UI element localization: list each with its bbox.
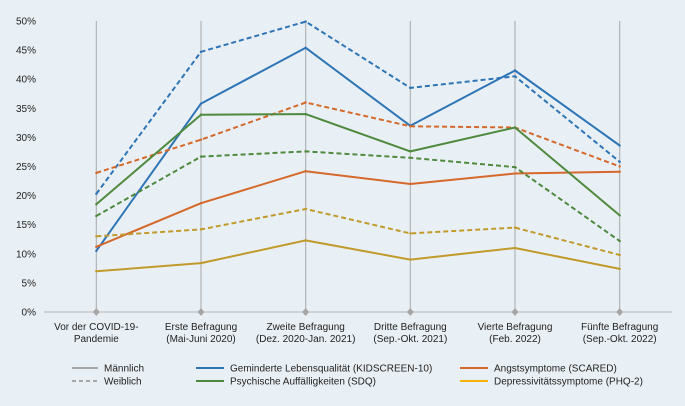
- legend-male-label: Männlich: [104, 364, 144, 375]
- data-point-kidscreen-female: [199, 50, 203, 54]
- data-point-scared-female: [409, 125, 412, 128]
- y-tick-label: 50%: [16, 17, 36, 28]
- data-point-phq-male: [409, 258, 412, 261]
- data-point-kidscreen-male: [513, 69, 517, 72]
- category-marker: [406, 308, 414, 316]
- series-line-phq-male: [96, 239, 620, 273]
- data-point-sdq-female: [304, 150, 307, 153]
- series-line-kidscreen-female: [95, 20, 621, 195]
- data-point-scared-female: [304, 101, 307, 104]
- data-point-scared-male: [95, 245, 98, 249]
- series-line-scared-male: [95, 170, 620, 248]
- legend-measure-label: Angstsymptome (SCARED): [494, 364, 617, 375]
- data-point-scared-male: [304, 169, 307, 173]
- series-line-kidscreen-male: [95, 46, 621, 252]
- x-tick-label: Zweite Befragung (Dez. 2020-Jan. 2021): [256, 322, 356, 345]
- y-tick-label: 5%: [22, 278, 37, 289]
- legend-measure-label: Geminderte Lebensqualität (KIDSCREEN-10): [230, 364, 432, 375]
- x-axis: Vor der COVID-19-Pandemie Erste Befragung…: [54, 322, 658, 345]
- data-point-phq-male: [95, 270, 98, 273]
- legend-measure-label: Psychische Auffälligkeiten (SDQ): [230, 377, 376, 388]
- data-point-phq-female: [199, 228, 203, 231]
- data-point-kidscreen-female: [95, 192, 98, 196]
- data-point-kidscreen-male: [304, 46, 307, 49]
- data-point-scared-male: [199, 201, 203, 205]
- data-point-sdq-male: [409, 150, 412, 153]
- legend-female-label: Weiblich: [104, 377, 142, 388]
- category-marker: [616, 308, 624, 316]
- data-point-kidscreen-female: [304, 20, 307, 23]
- data-point-kidscreen-female: [409, 86, 412, 90]
- data-point-phq-male: [618, 267, 621, 271]
- data-point-kidscreen-male: [95, 249, 98, 253]
- category-marker: [302, 308, 310, 316]
- category-marker: [92, 308, 100, 316]
- legend-measure-label: Depressivitätssymptome (PHQ-2): [494, 377, 643, 388]
- data-point-kidscreen-male: [199, 102, 203, 105]
- data-point-sdq-female: [199, 155, 203, 158]
- x-tick-label: Fünfte Befragung (Sep.-Okt. 2022): [581, 322, 658, 345]
- data-point-phq-male: [513, 246, 517, 250]
- y-tick-label: 35%: [16, 104, 36, 115]
- series-line-sdq-male: [95, 113, 621, 217]
- y-tick-label: 20%: [16, 191, 36, 202]
- y-tick-label: 10%: [16, 249, 36, 260]
- y-tick-label: 40%: [16, 75, 36, 86]
- data-point-sdq-male: [304, 112, 307, 116]
- data-point-scared-female: [95, 171, 98, 175]
- data-point-kidscreen-female: [513, 75, 517, 78]
- data-point-sdq-male: [513, 126, 517, 129]
- y-axis: 0% 5% 10% 15% 20% 25% 30% 35% 40% 45% 50%: [16, 17, 36, 319]
- y-tick-label: 45%: [16, 46, 36, 57]
- data-point-kidscreen-female: [618, 160, 621, 164]
- data-point-sdq-male: [95, 203, 98, 206]
- data-point-scared-female: [618, 165, 621, 168]
- data-point-sdq-male: [199, 113, 203, 116]
- data-point-scared-male: [513, 172, 517, 175]
- series-line-scared-female: [95, 101, 621, 174]
- y-tick-label: 15%: [16, 220, 36, 231]
- data-point-phq-female: [409, 232, 412, 235]
- x-tick-label: Vor der COVID-19-Pandemie: [54, 322, 138, 345]
- data-point-sdq-female: [618, 239, 621, 243]
- data-point-scared-male: [618, 170, 621, 173]
- data-point-phq-female: [304, 207, 307, 211]
- data-point-phq-male: [199, 261, 203, 265]
- x-tick-label: Vierte Befragung (Feb. 2022): [478, 322, 553, 345]
- data-point-phq-female: [513, 226, 517, 229]
- y-tick-label: 25%: [16, 162, 36, 173]
- data-point-sdq-female: [409, 156, 412, 159]
- data-point-kidscreen-male: [618, 144, 621, 147]
- data-point-phq-male: [304, 239, 307, 242]
- data-point-sdq-female: [513, 165, 517, 169]
- series-line-phq-female: [96, 208, 620, 256]
- chart-series: [95, 20, 621, 273]
- data-point-scared-male: [409, 182, 412, 186]
- data-point-scared-female: [199, 138, 203, 141]
- y-tick-label: 0%: [22, 308, 37, 319]
- data-point-sdq-female: [95, 214, 98, 218]
- chart-legend: Männlich Weiblich Geminderte Lebensqualitä…: [72, 364, 643, 388]
- data-point-sdq-male: [618, 214, 621, 217]
- data-point-phq-female: [618, 253, 621, 257]
- x-tick-label: Dritte Befragung (Sep.-Okt. 2021): [373, 322, 447, 345]
- x-tick-label: Erste Befragung (Mai-Juni 2020): [165, 322, 237, 345]
- data-point-phq-female: [95, 235, 98, 238]
- category-marker: [197, 308, 205, 316]
- y-tick-label: 30%: [16, 133, 36, 144]
- series-line-sdq-female: [95, 150, 621, 242]
- category-marker: [511, 308, 519, 316]
